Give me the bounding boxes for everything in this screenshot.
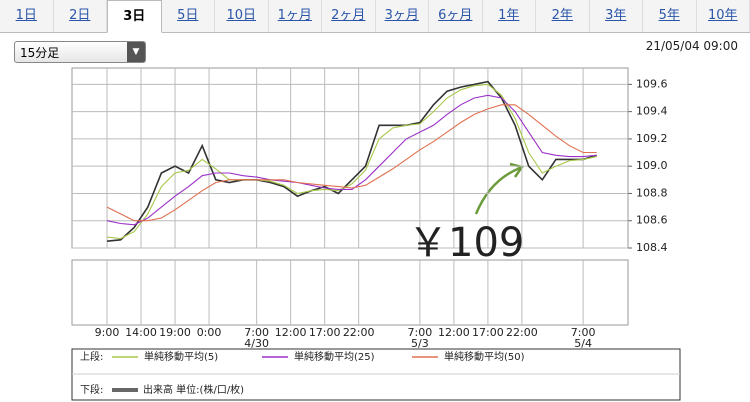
- x-date-label: 5/3: [411, 337, 429, 350]
- period-tabs: 1日 2日 3日 5日 10日 1ヶ月 2ヶ月 3ヶ月 6ヶ月 1年 2年 3年 5年 10年: [0, 0, 750, 33]
- dropdown-arrow[interactable]: ▼: [127, 42, 145, 62]
- x-tick-label: 14:00: [125, 326, 157, 339]
- x-tick-label: 12:00: [275, 326, 307, 339]
- x-tick-label: 9:00: [95, 326, 120, 339]
- period-tab[interactable]: 3年: [590, 0, 643, 32]
- period-tab[interactable]: 2日: [54, 0, 107, 32]
- x-tick-label: 7:00: [571, 326, 596, 339]
- x-tick-label: 17:00: [472, 326, 504, 339]
- y-tick-label: 109.6: [636, 77, 668, 90]
- legend-text: 単純移動平均(25): [294, 350, 375, 363]
- annotation-arrow: [474, 166, 521, 215]
- legend-label: 上段:: [80, 350, 103, 363]
- period-tab[interactable]: 6ヶ月: [429, 0, 483, 32]
- x-tick-label: 12:00: [438, 326, 470, 339]
- period-tab[interactable]: 5日: [162, 0, 215, 32]
- legend-text: 単純移動平均(5): [144, 350, 218, 363]
- period-tab[interactable]: 2年: [536, 0, 590, 32]
- period-tab[interactable]: 2ヶ月: [322, 0, 376, 32]
- x-date-label: 4/30: [244, 337, 269, 350]
- legend-label: 下段:: [80, 383, 103, 396]
- timestamp: 21/05/04 09:00: [645, 39, 738, 53]
- x-date-label: 5/4: [574, 337, 592, 350]
- period-tab[interactable]: 1年: [483, 0, 536, 32]
- series-line: [106, 80, 597, 242]
- series-line: [106, 94, 597, 226]
- x-tick-label: 17:00: [309, 326, 341, 339]
- y-tick-label: 109.4: [636, 105, 668, 118]
- y-tick-label: 109.0: [636, 159, 668, 172]
- x-tick-label: 7:00: [244, 326, 269, 339]
- y-tick-label: 108.6: [636, 214, 668, 227]
- x-tick-label: 22:00: [506, 326, 538, 339]
- x-tick-label: 19:00: [159, 326, 191, 339]
- period-tab[interactable]: 10日: [215, 0, 269, 32]
- x-tick-label: 7:00: [408, 326, 433, 339]
- series-line: [106, 104, 597, 222]
- y-tick-label: 108.4: [636, 241, 668, 254]
- legend-text: 出来高 単位:(株/口/枚): [143, 383, 244, 396]
- x-tick-label: 22:00: [343, 326, 375, 339]
- annotation: ￥109: [408, 220, 524, 266]
- legend-text: 単純移動平均(50): [444, 350, 525, 363]
- period-tab[interactable]: 1日: [0, 0, 54, 32]
- x-tick-label: 0:00: [197, 326, 222, 339]
- period-tab[interactable]: 3日: [107, 0, 162, 33]
- period-tab[interactable]: 3ヶ月: [376, 0, 429, 32]
- period-tab[interactable]: 5年: [643, 0, 697, 32]
- interval-select[interactable]: 15分足 ▼: [14, 41, 146, 63]
- upper-pane: [71, 67, 629, 249]
- y-tick-label: 109.2: [636, 132, 668, 145]
- interval-select-text: 15分足: [20, 46, 60, 60]
- lower-pane: [71, 259, 629, 326]
- series-line: [106, 83, 597, 240]
- y-tick-label: 108.8: [636, 186, 668, 199]
- period-tab[interactable]: 1ヶ月: [269, 0, 322, 32]
